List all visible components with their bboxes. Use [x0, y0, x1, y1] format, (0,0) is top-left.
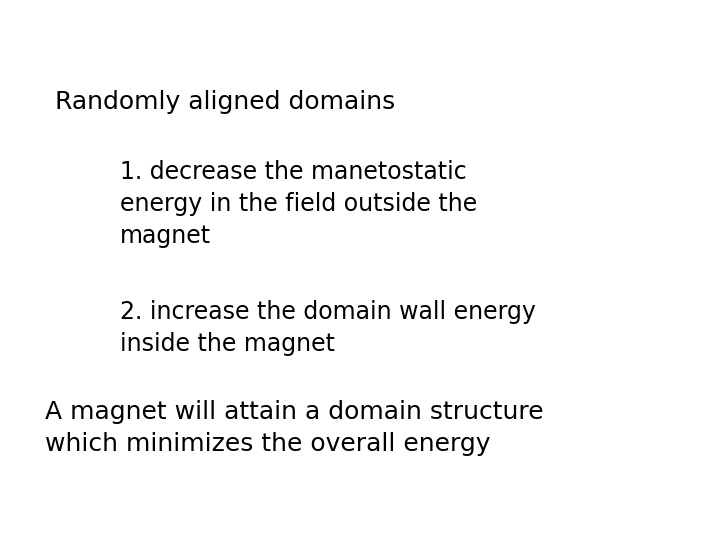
Text: 2. increase the domain wall energy: 2. increase the domain wall energy [120, 300, 536, 324]
Text: A magnet will attain a domain structure: A magnet will attain a domain structure [45, 400, 544, 424]
Text: 1. decrease the manetostatic: 1. decrease the manetostatic [120, 160, 467, 184]
Text: Randomly aligned domains: Randomly aligned domains [55, 90, 395, 114]
Text: energy in the field outside the: energy in the field outside the [120, 192, 477, 216]
Text: which minimizes the overall energy: which minimizes the overall energy [45, 432, 490, 456]
Text: inside the magnet: inside the magnet [120, 332, 335, 356]
Text: magnet: magnet [120, 224, 211, 248]
